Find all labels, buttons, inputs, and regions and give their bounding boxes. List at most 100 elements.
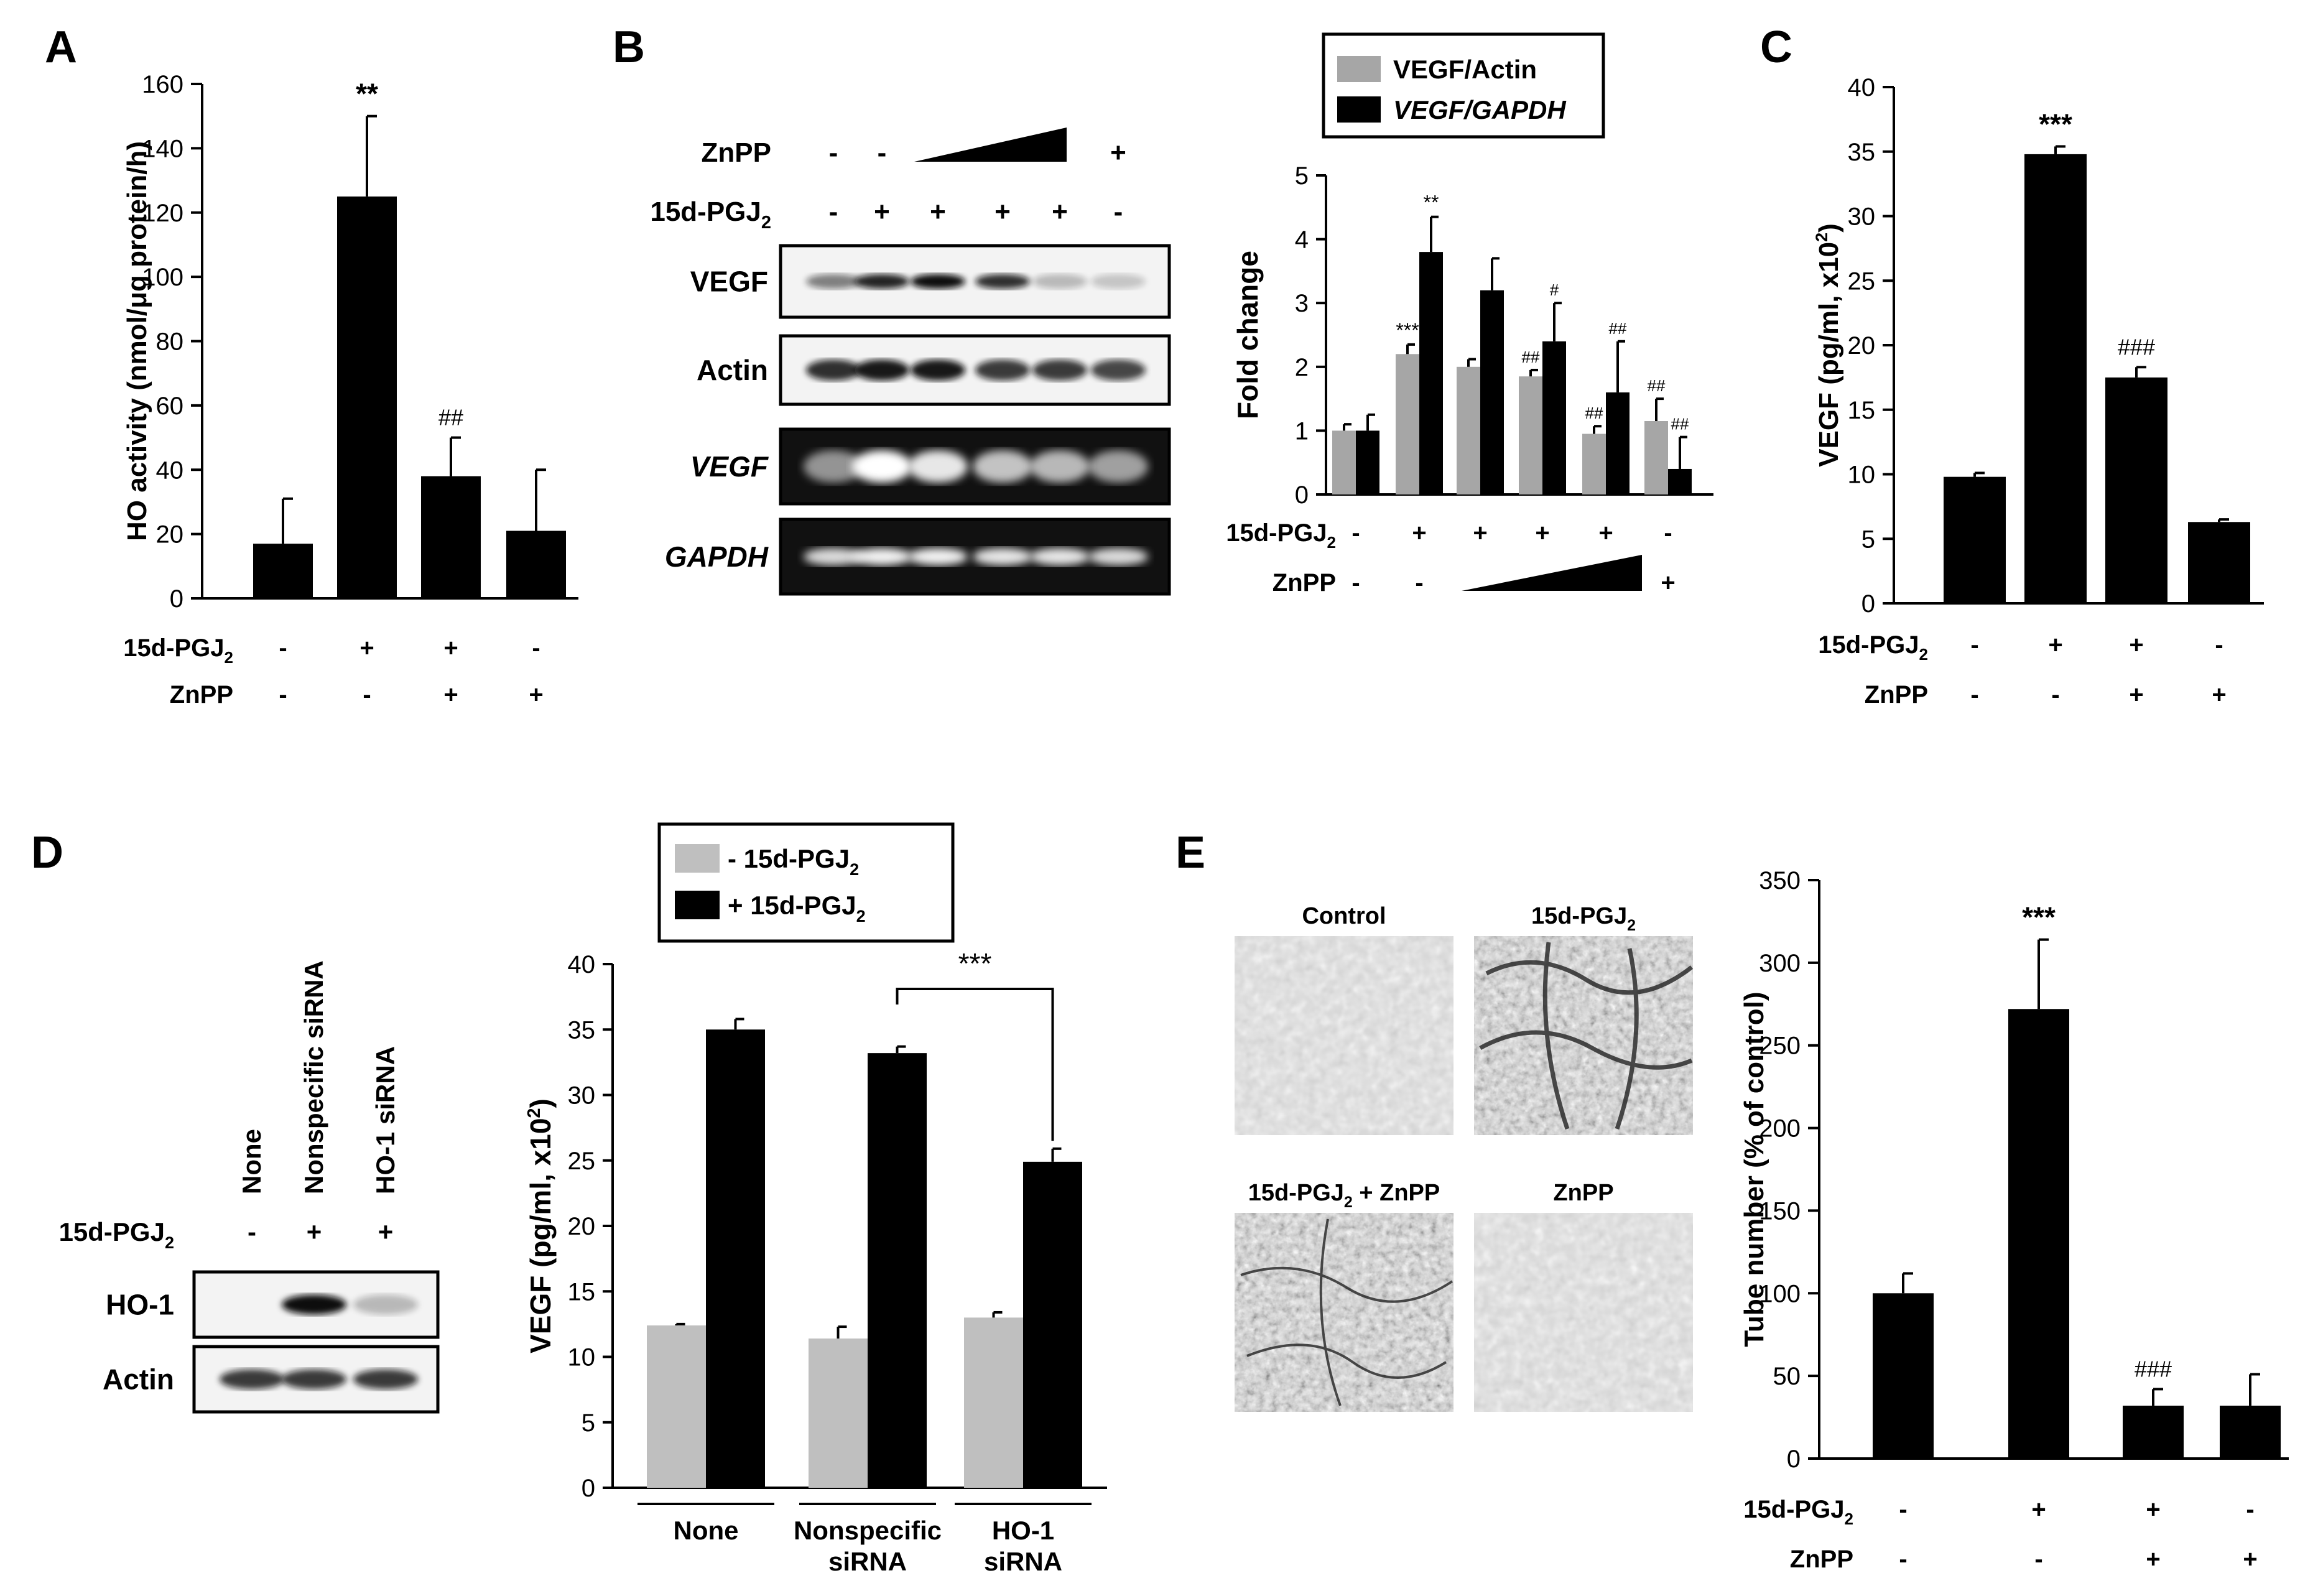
y-tick-label: 15 [568,1278,596,1306]
condition-row-label: ZnPP [1790,1546,1853,1573]
bar [809,1339,868,1488]
condition-sign: - [1664,519,1672,547]
blot-band [282,1294,346,1315]
condition-sign: + [359,634,374,662]
condition-sign: + [2146,1546,2160,1573]
bar [253,544,313,598]
y-tick-label: 35 [1848,139,1876,166]
bar [1606,392,1630,494]
condition-row-label: 15d-PGJ2 [1743,1496,1853,1528]
micrograph-texture [1235,936,1453,1135]
gel-band [1030,450,1090,483]
blot-column-label: Nonspecific siRNA [299,960,328,1194]
blot-condition-label: 15d-PGJ2 [650,197,771,233]
y-tick-label: 4 [1295,226,1309,254]
condition-sign: + [2031,1496,2046,1523]
gel-band [908,548,968,565]
blot-band-label: HO-1 [106,1289,174,1321]
micrograph-texture [1235,1213,1453,1412]
y-tick-label: 1 [1295,417,1309,445]
blot-band [806,360,861,381]
significance-marker: ## [1648,376,1666,395]
bar [964,1317,1023,1488]
condition-sign: - [532,634,540,662]
y-tick-label: 120 [142,200,183,227]
y-tick-label: 20 [156,521,184,549]
condition-sign: + [1535,519,1549,547]
significance-marker: # [1550,281,1559,299]
blot-band [353,1294,418,1315]
condition-row-label: ZnPP [1273,569,1336,596]
gel-band [1088,450,1148,483]
blot-band-label: VEGF [690,266,768,298]
y-axis-title: HO activity (nmol/μg protein/h) [122,141,152,541]
gel-band [908,450,968,483]
bar [2105,377,2167,603]
legend-swatch [1337,96,1381,123]
significance-marker: ## [1671,415,1689,434]
blot-condition-sign: + [1110,137,1126,168]
blot-band [353,1369,418,1390]
blot-condition-sign: + [1052,197,1068,227]
blot-band [975,360,1030,381]
blot-condition-sign: - [829,137,838,168]
y-tick-label: 200 [1759,1115,1801,1143]
bar [337,196,397,598]
blot-band [1091,360,1146,381]
condition-sign: + [2129,631,2143,659]
tube-network [1240,1218,1453,1406]
bar [647,1325,706,1488]
bar [1944,476,2006,603]
bar [1582,434,1606,494]
western-blot-d: None Nonspecific siRNA HO-1 siRNA 15d-PGJ2 -… [59,960,440,1414]
y-tick-label: 300 [1759,950,1801,977]
y-tick-label: 5 [1295,162,1309,190]
significance-marker: *** [2039,108,2072,140]
category-label: HO-1 [992,1516,1054,1545]
y-tick-label: 40 [568,951,596,978]
condition-sign: + [2048,631,2062,659]
y-tick-label: 0 [582,1475,595,1502]
bar [1457,366,1480,494]
blot-condition-sign: - [248,1217,256,1246]
condition-sign: - [2051,681,2059,708]
legend-label: VEGF/Actin [1393,55,1537,84]
significance-marker: ## [1522,348,1540,366]
micrograph-label: ZnPP [1553,1180,1613,1206]
bar [1519,376,1542,494]
legend-swatch [675,844,720,873]
gel-band [973,450,1032,483]
condition-sign: - [1970,681,1978,708]
blot-band [975,274,1030,289]
blot-band [855,360,909,381]
bar [2123,1405,2184,1459]
y-tick-label: 80 [156,328,184,356]
bar [1668,468,1692,494]
condition-sign: + [2212,681,2226,708]
condition-sign: + [2146,1496,2160,1523]
category-label: None [674,1516,739,1545]
bar [421,476,481,598]
y-tick-label: 160 [142,71,183,98]
y-tick-label: 0 [1295,481,1309,509]
y-tick-label: 30 [568,1082,596,1110]
y-tick-label: 20 [1848,332,1876,360]
significance-marker: ** [1424,192,1439,214]
blot-condition-sign: + [930,197,946,227]
condition-sign: - [1970,631,1978,659]
gel-band [804,450,863,483]
y-tick-label: 60 [156,392,184,420]
bar [1396,354,1419,494]
blot-band [1091,274,1146,289]
condition-row-label: ZnPP [1865,681,1928,708]
condition-row-label: 15d-PGJ2 [1226,519,1336,552]
category-label: siRNA [984,1547,1062,1576]
blot-band [282,1369,346,1390]
blot-condition-sign: + [307,1217,322,1246]
y-axis-title: Tube number (% of control) [1739,991,1769,1347]
gel-band [804,548,863,565]
panel-letter-b: B [613,22,645,72]
y-tick-label: 100 [142,264,183,291]
micrograph-label: 15d-PGJ2 [1531,903,1636,934]
